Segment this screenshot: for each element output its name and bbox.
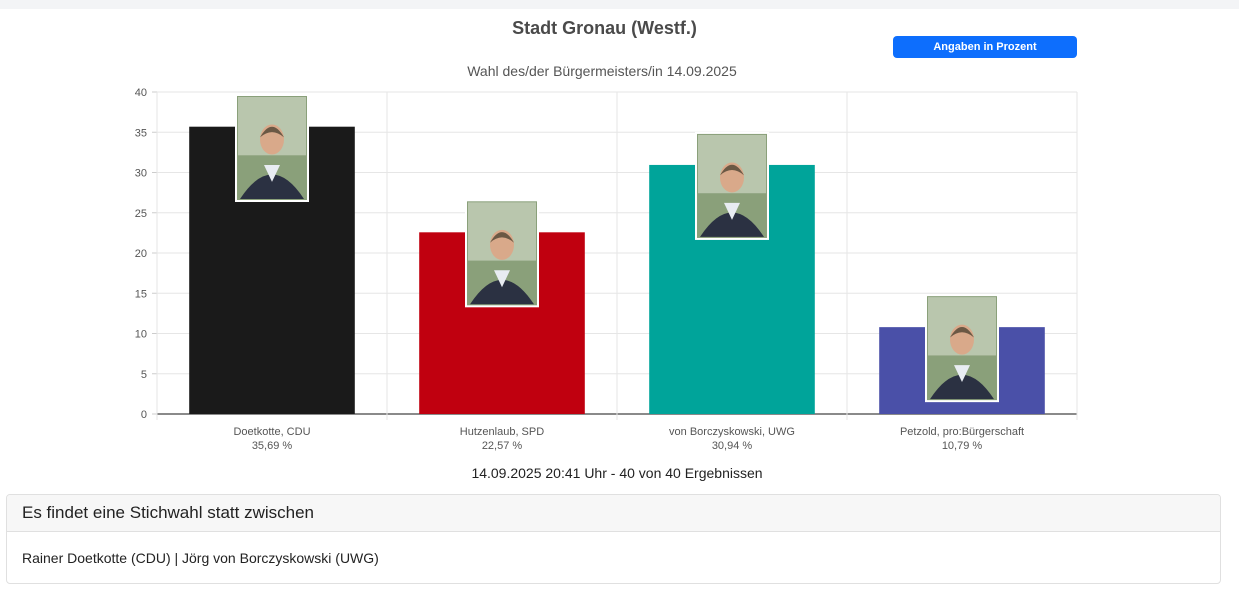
runoff-candidates: Rainer Doetkotte (CDU) | Jörg von Borczy… [22, 550, 379, 566]
chart-container: Stadt Gronau (Westf.) Wahl des/der Bürge… [135, 18, 1078, 481]
y-tick-label-0: 0 [141, 409, 147, 421]
category-label-0: Doetkotte, CDU [233, 426, 310, 438]
value-label-2: 30,94 % [712, 440, 753, 452]
category-label-1: Hutzenlaub, SPD [460, 426, 544, 438]
y-tick-label-40: 40 [135, 87, 147, 99]
y-tick-label-25: 25 [135, 208, 147, 220]
value-label-0: 35,69 % [252, 440, 293, 452]
y-tick-label-30: 30 [135, 168, 147, 180]
value-label-1: 22,57 % [482, 440, 523, 452]
y-tick-label-35: 35 [135, 127, 147, 139]
bar-chart: 0 5 10 15 20 25 30 35 40 Doetkotte, CDU 35,69 % Hut… [135, 87, 1078, 452]
y-tick-label-5: 5 [141, 369, 147, 381]
chart-subtitle: Wahl des/der Bürgermeisters/in 14.09.202… [467, 63, 737, 79]
candidate-photo-2 [695, 131, 769, 240]
percent-toggle-button[interactable]: Angaben in Prozent [893, 36, 1077, 58]
category-label-3: Petzold, pro:Bürgerschaft [900, 426, 1024, 438]
runoff-heading: Es findet eine Stichwahl statt zwischen [7, 495, 1220, 532]
candidate-photo-1 [465, 199, 539, 308]
y-tick-label-10: 10 [135, 329, 147, 341]
top-strip [0, 0, 1239, 9]
y-tick-label-15: 15 [135, 288, 147, 300]
value-label-3: 10,79 % [942, 440, 983, 452]
candidate-photo-3 [925, 294, 999, 403]
candidate-photo-0 [235, 94, 309, 202]
runoff-panel: Es findet eine Stichwahl statt zwischen … [6, 494, 1221, 584]
y-tick-label-20: 20 [135, 248, 147, 260]
category-label-2: von Borczyskowski, UWG [669, 426, 795, 438]
chart-title: Stadt Gronau (Westf.) [512, 18, 697, 38]
result-timestamp: 14.09.2025 20:41 Uhr - 40 von 40 Ergebni… [471, 465, 763, 481]
